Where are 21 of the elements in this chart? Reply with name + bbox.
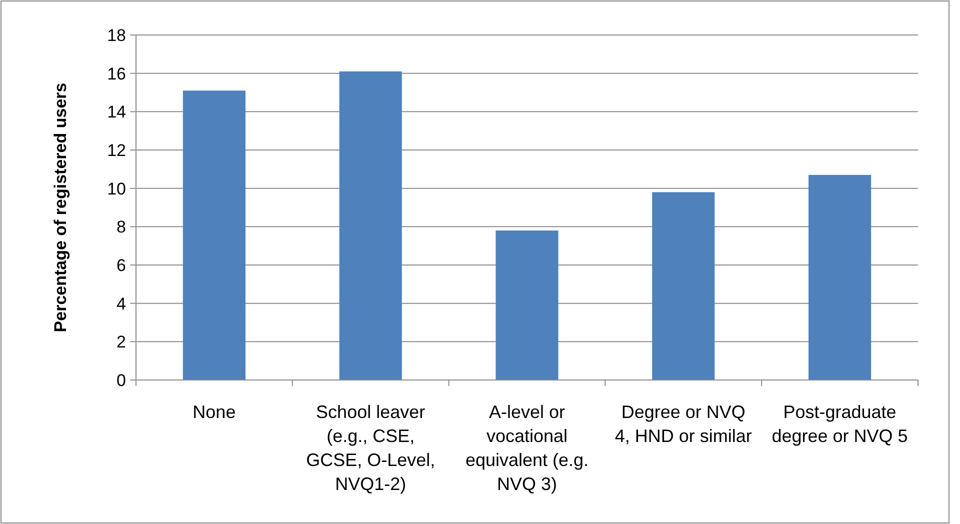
bar bbox=[496, 230, 558, 380]
x-tick-label: School leaver (e.g., CSE, GCSE, O-Level, NVQ1-2) bbox=[306, 402, 436, 494]
y-tick-label: 12 bbox=[107, 140, 126, 160]
y-tick-label: 14 bbox=[107, 102, 126, 122]
y-tick-label: 18 bbox=[107, 26, 126, 45]
bar bbox=[339, 71, 402, 380]
y-tick-label: 2 bbox=[116, 332, 126, 352]
bar bbox=[652, 192, 715, 380]
x-tick-label: Degree or NVQ 4, HND or similar bbox=[614, 402, 752, 446]
y-tick-label: 0 bbox=[116, 370, 126, 390]
y-axis-title: Percentage of registered users bbox=[51, 82, 70, 332]
x-tick-label: Post-graduate degree or NVQ 5 bbox=[772, 402, 908, 446]
y-tick-label: 6 bbox=[116, 256, 126, 275]
y-tick-label: 10 bbox=[107, 179, 126, 198]
x-tick-label: A-level or vocational equivalent (e.g. NVQ 3) bbox=[465, 402, 589, 494]
y-tick-label: 4 bbox=[116, 294, 126, 314]
y-tick-label: 16 bbox=[107, 64, 126, 84]
x-tick-label: None bbox=[192, 402, 236, 422]
y-tick-label: 8 bbox=[116, 218, 126, 237]
bar bbox=[808, 174, 872, 380]
bar bbox=[182, 90, 246, 380]
